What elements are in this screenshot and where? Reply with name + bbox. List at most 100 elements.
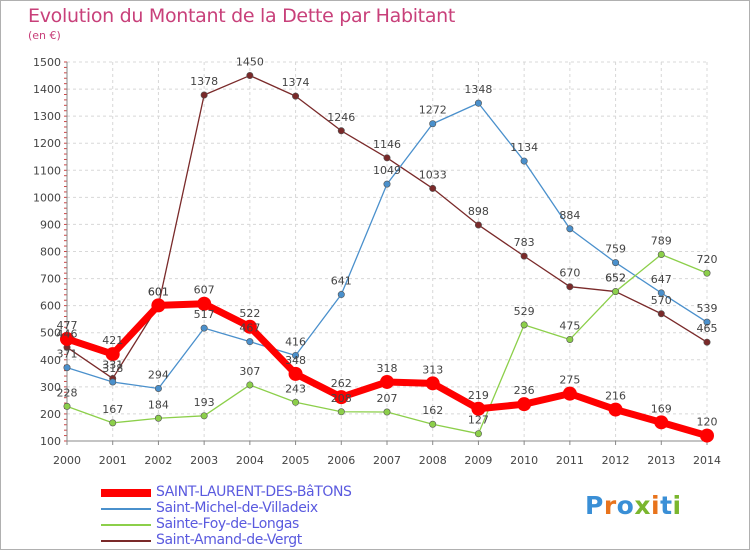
series-point — [334, 390, 349, 405]
data-label: 1348 — [464, 83, 492, 96]
series-point — [657, 250, 665, 258]
series-point — [105, 347, 120, 362]
series-point — [246, 338, 254, 346]
x-tick-label: 2009 — [464, 454, 492, 467]
x-tick-label: 2011 — [556, 454, 584, 467]
data-label: 1033 — [419, 168, 447, 181]
data-label-layer: 477 421 601 607 522 348 262 318 313 219 236 275 216 1… — [57, 56, 718, 429]
data-label: 416 — [285, 335, 306, 348]
data-label: 465 — [697, 322, 718, 335]
data-label: 127 — [468, 414, 489, 427]
y-tick-label: 300 — [40, 381, 61, 394]
series-point — [383, 180, 391, 188]
x-tick-label: 2002 — [144, 454, 172, 467]
data-label: 467 — [239, 322, 260, 335]
series-point — [474, 221, 482, 229]
y-tick-label: 400 — [40, 354, 61, 367]
series-point — [566, 335, 574, 343]
series-point — [429, 420, 437, 428]
data-label: 1450 — [236, 56, 264, 69]
data-label: 1146 — [373, 138, 401, 151]
x-tick-label: 2012 — [602, 454, 630, 467]
logo-letter: t — [660, 491, 673, 520]
data-label: 307 — [239, 365, 260, 378]
data-label: 720 — [697, 253, 718, 266]
legend-label: Saint-Amand-de-Vergt — [156, 532, 302, 548]
series-point — [471, 401, 486, 416]
series-point — [703, 338, 711, 346]
data-label: 1246 — [327, 111, 355, 124]
series-point — [517, 397, 532, 412]
data-label: 641 — [331, 275, 352, 288]
chart-title: Evolution du Montant de la Dette par Hab… — [28, 5, 456, 27]
data-label: 652 — [605, 272, 626, 285]
data-label: 570 — [651, 294, 672, 307]
series-point — [474, 99, 482, 107]
legend-swatch — [101, 508, 151, 510]
data-label: 1134 — [510, 141, 538, 154]
data-label: 243 — [285, 382, 306, 395]
series-point — [242, 319, 257, 334]
series-layer — [60, 72, 714, 443]
data-label: 167 — [102, 403, 123, 416]
legend-swatch — [101, 540, 151, 542]
data-label: 601 — [148, 285, 169, 298]
series-point — [566, 225, 574, 233]
y-tick-label: 1500 — [33, 56, 61, 69]
series-point — [700, 428, 714, 443]
series-point — [200, 91, 208, 99]
series-point — [520, 157, 528, 165]
legend-label: SAINT-LAURENT-DES-BâTONS — [156, 484, 352, 500]
data-label: 294 — [148, 368, 169, 381]
x-tick-label: 2006 — [327, 454, 355, 467]
series-point — [246, 72, 254, 80]
series-point — [383, 408, 391, 416]
data-label: 517 — [194, 308, 215, 321]
y-tick-label: 600 — [40, 300, 61, 313]
series-point — [60, 331, 74, 346]
x-tick-label: 2000 — [53, 454, 81, 467]
data-label: 216 — [605, 390, 626, 403]
data-label: 318 — [377, 362, 398, 375]
series-point — [154, 384, 162, 392]
x-tick-label: 2014 — [693, 454, 721, 467]
series-point — [154, 414, 162, 422]
chart-unit-label: (en €) — [28, 29, 61, 42]
data-label: 120 — [697, 416, 718, 429]
series-point — [562, 386, 577, 401]
logo-letter: i — [651, 491, 661, 520]
series-point — [246, 381, 254, 389]
data-label: 1374 — [282, 76, 310, 89]
series-point — [63, 402, 71, 410]
data-label: 162 — [422, 404, 443, 417]
data-label: 607 — [194, 284, 215, 297]
series-point — [612, 288, 620, 296]
series-point — [657, 289, 665, 297]
x-tick-label: 2010 — [510, 454, 538, 467]
series-point — [612, 259, 620, 267]
series-point — [109, 419, 117, 427]
series-point — [520, 321, 528, 329]
series-point — [429, 184, 437, 192]
series-point — [109, 378, 117, 386]
logo-letter: o — [616, 491, 635, 520]
data-label: 193 — [194, 396, 215, 409]
legend-swatch — [101, 524, 151, 526]
y-tick-label: 100 — [40, 435, 61, 448]
series-point — [383, 154, 391, 162]
series-point — [608, 402, 623, 417]
series-point — [337, 408, 345, 416]
data-label: 1272 — [419, 104, 447, 117]
series-point — [292, 398, 300, 406]
series-point — [151, 298, 166, 313]
y-tick-label: 1200 — [33, 137, 61, 150]
data-label: 262 — [331, 377, 352, 390]
series-point — [292, 351, 300, 359]
data-label: 371 — [57, 348, 78, 361]
logo-letter: x — [634, 491, 651, 520]
data-label: 348 — [285, 354, 306, 367]
logo-letter: i — [672, 491, 682, 520]
y-tick-label: 1400 — [33, 83, 61, 96]
data-label: 475 — [559, 319, 580, 332]
data-label: 275 — [559, 374, 580, 387]
